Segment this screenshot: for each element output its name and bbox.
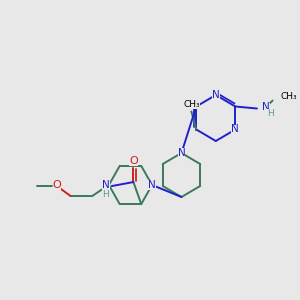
Text: N: N [262,103,270,112]
Text: N: N [212,90,220,100]
Text: N: N [232,124,239,134]
Text: N: N [102,180,110,190]
Text: O: O [52,180,61,190]
Text: H: H [267,109,274,118]
Text: N: N [178,148,185,158]
Text: CH₃: CH₃ [280,92,297,101]
Text: CH₃: CH₃ [183,100,200,109]
Text: N: N [148,180,156,190]
Text: H: H [102,190,109,199]
Text: O: O [129,156,138,166]
